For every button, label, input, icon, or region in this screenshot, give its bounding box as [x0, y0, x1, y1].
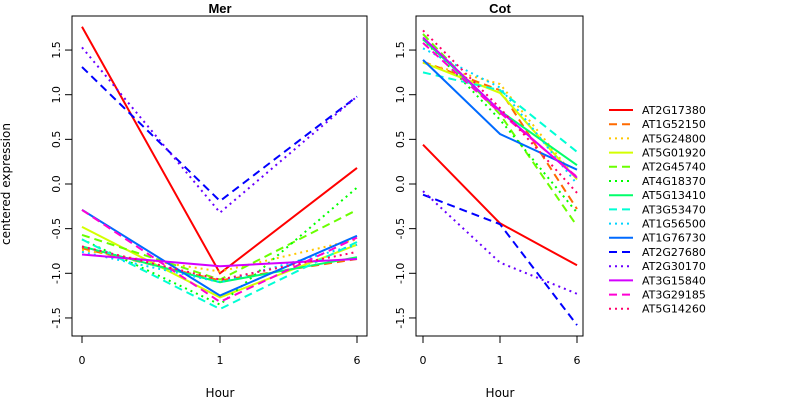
series-line-at1g76730-cot: [422, 59, 578, 171]
x-tick-label-cot: 1: [497, 354, 504, 367]
legend-item: AT1G56500: [609, 217, 706, 230]
y-tick-label-cot: -0.5: [394, 218, 407, 239]
legend-item: AT2G17380: [609, 104, 706, 117]
y-tick-label-cot: 0.0: [394, 175, 407, 193]
series-line-at5g01920-cot: [422, 61, 578, 181]
legend-item: AT2G30170: [609, 260, 706, 273]
series-line-at2g45740-cot: [422, 33, 578, 227]
y-tick-label-cot: 1.0: [394, 86, 407, 104]
legend-item: AT2G27680: [609, 246, 706, 259]
legend-label: AT2G30170: [642, 260, 706, 273]
series-line-at1g56500-mer: [81, 243, 358, 284]
legend-label: AT5G24800: [642, 132, 706, 145]
y-tick-label-mer: 1.0: [50, 86, 63, 104]
legend-item: AT3G15840: [609, 274, 706, 287]
series-line-at5g24800-mer: [81, 238, 358, 273]
series-line-at3g29185-cot: [422, 42, 578, 178]
series-line-at3g53470-cot: [422, 71, 578, 153]
legend-item: AT3G29185: [609, 288, 706, 301]
series-line-at1g76730-mer: [81, 209, 358, 297]
x-tick-label-mer: 6: [354, 354, 361, 367]
legend-item: AT3G53470: [609, 203, 706, 216]
series-line-at4g18370-mer: [81, 186, 358, 306]
legend-item: AT4G18370: [609, 175, 706, 188]
legend-label: AT1G52150: [642, 118, 706, 131]
x-tick-label-cot: 0: [420, 354, 427, 367]
series-line-at2g30170-cot: [422, 190, 578, 295]
series-line-at2g17380-cot: [422, 144, 578, 267]
series-line-at5g14260-mer: [81, 245, 358, 281]
series-line-at1g56500-cot: [422, 47, 578, 185]
series-line-at2g45740-mer: [81, 209, 358, 281]
legend-label: AT5G13410: [642, 189, 706, 202]
legend-label: AT5G14260: [642, 303, 706, 316]
y-tick-label-cot: -1.5: [394, 307, 407, 328]
legend-label: AT3G29185: [642, 288, 706, 301]
legend-item: AT5G01920: [609, 146, 706, 159]
legend-item: AT5G24800: [609, 132, 706, 145]
legend-item: AT5G14260: [609, 303, 706, 316]
x-tick-label-cot: 6: [574, 354, 581, 367]
series-line-at2g27680-mer: [81, 66, 358, 203]
x-tick-label-mer: 1: [217, 354, 224, 367]
legend-item: AT1G52150: [609, 118, 706, 131]
legend-item: AT1G76730: [609, 232, 706, 245]
legend-label: AT1G76730: [642, 232, 706, 245]
legend-label: AT3G53470: [642, 203, 706, 216]
series-line-at3g29185-mer: [81, 209, 358, 304]
legend-label: AT1G56500: [642, 217, 706, 230]
legend-label: AT3G15840: [642, 274, 706, 287]
y-tick-label-mer: 0.5: [50, 131, 63, 149]
legend-label: AT5G01920: [642, 146, 706, 159]
legend-item: AT5G13410: [609, 189, 706, 202]
panel-cot: Cot Hour -1.5 -1.0 -0.5 0.0 0.5 1.0 1.5 0 1 6: [394, 1, 584, 400]
legend-label: AT2G17380: [642, 104, 706, 117]
series-line-at5g13410-mer: [81, 245, 358, 284]
legend-label: AT2G45740: [642, 161, 706, 174]
x-axis-title-mer: Hour: [206, 386, 235, 400]
y-axis-title: centered expression: [0, 123, 13, 245]
y-tick-label-mer: 1.5: [50, 41, 63, 59]
plot-frame-mer: [71, 15, 368, 337]
panel-title-mer: Mer: [208, 1, 231, 16]
y-tick-label-mer: -0.5: [50, 218, 63, 239]
legend-label: AT4G18370: [642, 175, 706, 188]
x-tick-label-mer: 0: [79, 354, 86, 367]
y-tick-label-mer: -1.5: [50, 307, 63, 328]
series-line-at2g30170-mer: [81, 46, 358, 215]
panel-mer: Mer Hour -1.5 -1.0 -0.5 0.0 0.5 1.0 1.5 0 1 6: [50, 1, 368, 400]
series-line-at4g18370-cot: [422, 38, 578, 214]
y-tick-label-mer: -1.0: [50, 263, 63, 284]
y-tick-label-cot: 1.5: [394, 41, 407, 59]
y-tick-label-cot: -1.0: [394, 263, 407, 284]
series-line-at5g24800-cot: [422, 61, 578, 181]
legend-label: AT2G27680: [642, 246, 706, 259]
series-line-at2g27680-cot: [422, 193, 578, 326]
plot-frame-cot: [415, 15, 584, 337]
x-axis-title-cot: Hour: [486, 386, 515, 400]
series-line-at2g17380-mer: [81, 26, 358, 275]
legend-item: AT2G45740: [609, 161, 706, 174]
series-line-at5g14260-cot: [422, 29, 578, 194]
y-tick-label-cot: 0.5: [394, 131, 407, 149]
panel-title-cot: Cot: [489, 1, 511, 16]
y-tick-label-mer: 0.0: [50, 175, 63, 193]
